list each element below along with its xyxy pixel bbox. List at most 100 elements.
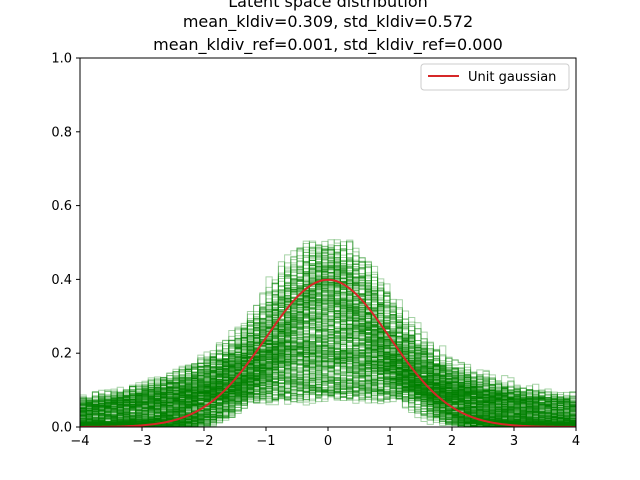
histogram-series [80,371,576,416]
histogram-series [80,266,576,427]
histogram-series [80,358,576,422]
histogram-series [80,351,576,421]
title-line-3: mean_kldiv_ref=0.001, std_kldiv_ref=0.00… [153,35,503,55]
histogram-series [80,299,576,427]
histogram-series [80,338,576,427]
histogram-series [80,291,576,427]
histogram-series [80,349,576,419]
histogram-series [80,345,576,425]
histogram-series [80,265,576,427]
histogram-series [80,342,576,426]
histogram-series [80,335,576,424]
histogram-series [80,320,576,427]
x-tick-label: 4 [572,434,580,449]
histogram-series [80,332,576,427]
histogram-series [80,253,576,427]
histogram-series [80,283,576,427]
histogram-series [80,319,576,427]
histogram-series [80,325,576,424]
histogram-series [80,380,576,411]
histogram-series [80,352,576,422]
x-tick-label: −1 [256,434,275,449]
histogram-series [80,351,576,423]
histogram-series [80,343,576,423]
histogram-series [80,334,576,427]
legend: Unit gaussian [420,63,570,91]
histogram-series [80,332,576,426]
histogram-series [80,313,576,427]
histogram-series [80,261,576,427]
histogram-series [80,262,576,427]
histogram-series [80,240,576,427]
histogram-series [80,291,576,427]
histogram-series [80,379,576,412]
x-tick-label: 2 [448,434,456,449]
title-line-2: mean_kldiv=0.309, std_kldiv=0.572 [183,12,473,32]
histogram-series [80,344,576,423]
histogram-series [80,279,576,427]
histogram-series [80,327,576,426]
histogram-series [80,363,576,410]
histogram-series [80,269,576,427]
histogram-series [80,378,576,411]
histogram-series [80,382,576,411]
histogram-series [80,376,576,411]
histogram-series [80,351,576,422]
histogram-series [80,383,576,410]
histogram-series [80,316,576,427]
histogram-series [80,299,576,427]
title-line-1: Latent space distribution [228,0,428,11]
series-line-unit-gaussian [80,278,576,427]
histogram-series [80,318,576,427]
histogram-series [80,342,576,425]
histogram-series [80,391,576,411]
histogram-series [80,345,576,425]
histogram-series [80,326,576,427]
histogram-series [80,316,576,427]
histogram-series [80,322,576,427]
histogram-series [80,312,576,427]
histogram-series [80,248,576,427]
histogram-series [80,345,576,421]
histogram-series [80,331,576,424]
x-tick-label: 3 [510,434,518,449]
y-tick-label: 0.6 [51,199,72,214]
histogram-series [80,306,576,427]
histogram-series [80,249,576,427]
histogram-series [80,374,576,416]
histogram-series [80,282,576,427]
histogram-series [80,244,576,427]
histogram-series [80,365,576,413]
histogram-series [80,375,576,415]
histogram-series [80,376,576,409]
histogram-series [80,376,576,409]
histogram-series [80,341,576,427]
histogram-series [80,247,576,427]
histogram-series [80,265,576,427]
histogram-series [80,276,576,427]
histogram-series [80,337,576,427]
histogram-series [80,315,576,427]
histogram-series [80,392,576,414]
histogram-series [80,301,576,427]
histogram-series [80,292,576,427]
histogram-series [80,272,576,427]
histogram-series [80,381,576,412]
histogram-series [80,348,576,425]
x-tick-label: −4 [70,434,89,449]
histogram-series [80,260,576,427]
histogram-series [80,298,576,427]
histogram-series [80,240,576,427]
histogram-series [80,308,576,427]
histogram-series [80,348,576,422]
legend-label-unit-gaussian: Unit gaussian [468,70,556,85]
histogram-series [80,349,576,426]
histogram-series [80,326,576,427]
histogram-series [80,386,576,411]
histogram-series [80,276,576,427]
histogram-series [80,355,576,421]
histogram-series [80,257,576,427]
histogram-series [80,324,576,427]
histogram-series [80,263,576,427]
histogram-series [80,337,576,427]
